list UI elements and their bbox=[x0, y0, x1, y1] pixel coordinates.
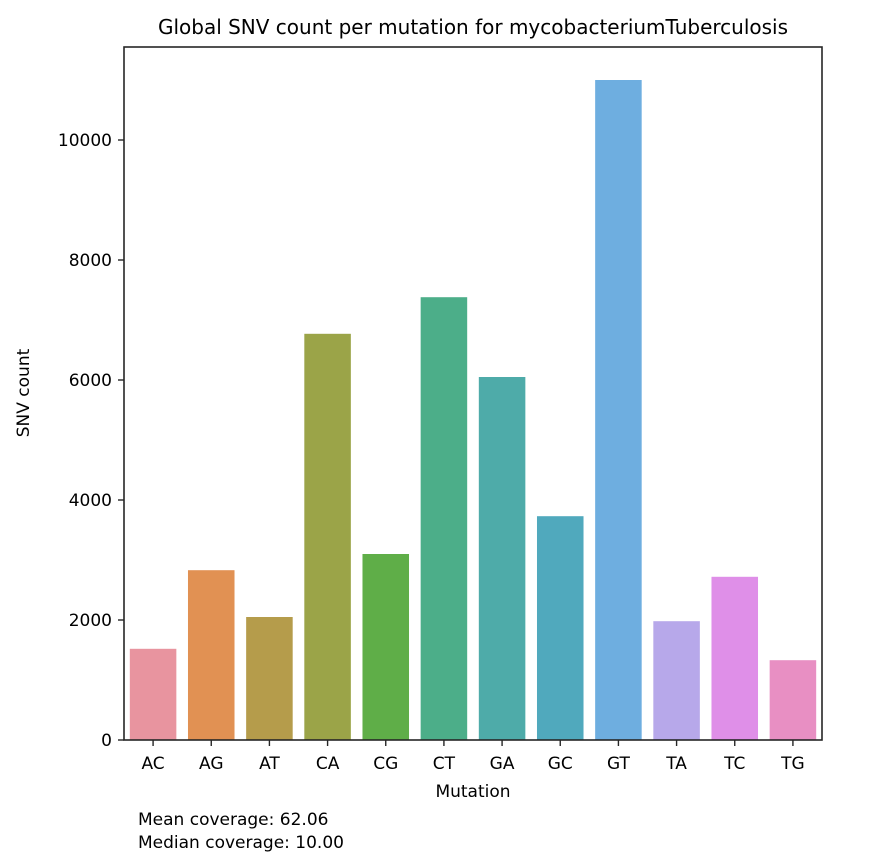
bar-AT bbox=[246, 617, 293, 740]
bar-AC bbox=[129, 648, 177, 740]
bar-CT bbox=[420, 297, 468, 740]
x-tick-label: GC bbox=[548, 754, 573, 774]
x-axis-label: Mutation bbox=[435, 782, 510, 802]
y-axis-label: SNV count bbox=[14, 348, 34, 437]
bar-GC bbox=[536, 516, 584, 740]
bar-GT bbox=[595, 80, 642, 740]
mean-coverage-annotation: Mean coverage: 62.06 bbox=[138, 810, 328, 830]
bar-TA bbox=[653, 621, 700, 740]
x-tick-label: TG bbox=[780, 754, 805, 774]
x-tick-label: CT bbox=[433, 754, 456, 774]
median-coverage-annotation: Median coverage: 10.00 bbox=[138, 833, 344, 853]
x-tick-label: GA bbox=[490, 754, 515, 774]
bar-TC bbox=[711, 576, 759, 740]
y-tick-label: 4000 bbox=[69, 491, 112, 511]
y-tick-label: 0 bbox=[101, 731, 112, 751]
bar-TG bbox=[769, 660, 817, 740]
x-tick-label: CA bbox=[316, 754, 340, 774]
x-tick-label: TC bbox=[723, 754, 745, 774]
x-tick-label: AG bbox=[199, 754, 224, 774]
x-tick-label: AC bbox=[141, 754, 164, 774]
x-tick-label: CG bbox=[373, 754, 398, 774]
x-tick-label: TA bbox=[665, 754, 687, 774]
x-tick-label: GT bbox=[607, 754, 631, 774]
x-tick-label: AT bbox=[259, 754, 280, 774]
y-tick-label: 8000 bbox=[69, 251, 112, 271]
bar-CA bbox=[304, 333, 351, 740]
bar-AG bbox=[187, 570, 235, 740]
bar-GA bbox=[478, 377, 526, 740]
y-tick-label: 10000 bbox=[58, 131, 112, 151]
plot-frame bbox=[123, 46, 823, 741]
y-tick-label: 2000 bbox=[69, 611, 112, 631]
y-tick-label: 6000 bbox=[69, 371, 112, 391]
bar-CG bbox=[362, 554, 410, 740]
chart-title: Global SNV count per mutation for mycoba… bbox=[158, 15, 788, 39]
